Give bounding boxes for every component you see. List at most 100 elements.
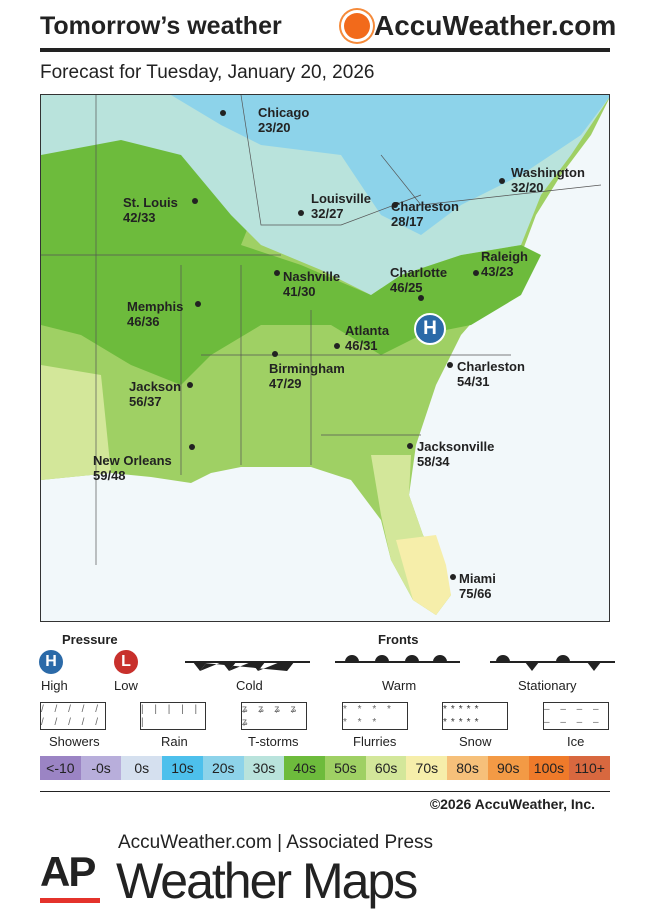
snow-label: Snow [459, 734, 492, 749]
city-name: Atlanta [345, 323, 390, 338]
city-name: Washington [511, 165, 585, 180]
city-dot [298, 210, 304, 216]
city-label: Charleston 28/17 [391, 199, 459, 229]
city-label: Nashville 41/30 [283, 269, 340, 299]
high-label: High [41, 678, 68, 693]
band-60s-west [41, 365, 111, 480]
band-70s [396, 535, 451, 615]
page-title: Tomorrow’s weather [40, 12, 282, 40]
ice-pattern-icon: – – – – – – – – [543, 702, 609, 730]
footer-credit: AccuWeather.com | Associated Press [118, 832, 434, 853]
scale-swatch: 100s [528, 756, 570, 780]
city-label: Raleigh 43/23 [481, 249, 528, 279]
pressure-title: Pressure [62, 632, 118, 647]
city-label: Memphis 46/36 [127, 299, 183, 329]
scale-swatch: 0s [121, 756, 163, 780]
city-name: Jacksonville [417, 439, 495, 454]
city-label: Charleston 54/31 [457, 359, 525, 389]
city-name: Charlotte [390, 265, 448, 280]
warm-front-icon [335, 655, 460, 663]
city-temps: 47/29 [269, 376, 302, 391]
scale-swatch: 80s [447, 756, 488, 780]
ice-label: Ice [567, 734, 585, 749]
city-label: Miami 75/66 [459, 571, 496, 601]
city-temps: 56/37 [129, 394, 162, 409]
city-temps: 32/27 [311, 206, 344, 221]
city-name: Charleston [457, 359, 525, 374]
sun-icon [344, 13, 370, 39]
scale-swatch: 10s [162, 756, 203, 780]
warm-label: Warm [382, 678, 417, 693]
showers-pattern-icon: / / / / / / / / / / [40, 702, 106, 730]
city-label: Washington 32/20 [511, 165, 585, 195]
city-dot [499, 178, 505, 184]
scale-swatch: -0s [80, 756, 122, 780]
city-temps: 58/34 [417, 454, 450, 469]
city-label: Birmingham 47/29 [269, 361, 345, 391]
city-temps: 42/33 [123, 210, 156, 225]
scale-swatch: 50s [325, 756, 366, 780]
showers-label: Showers [49, 734, 100, 749]
city-label: Louisville 32/27 [311, 191, 371, 221]
stationary-label: Stationary [518, 678, 577, 693]
copyright: ©2026 AccuWeather, Inc. [429, 796, 595, 812]
front-symbols [185, 655, 615, 671]
city-temps: 75/66 [459, 586, 492, 601]
city-name: Chicago [258, 105, 310, 120]
city-temps: 43/23 [481, 264, 514, 279]
city-name: Memphis [127, 299, 184, 314]
city-label: New Orleans 59/48 [93, 453, 172, 483]
scale-swatch: 70s [406, 756, 448, 780]
scale-swatch: 110+ [569, 756, 611, 780]
low-label: Low [114, 678, 138, 693]
flurries-pattern-icon: * * * * * * * [342, 702, 408, 730]
scale-swatch: 40s [284, 756, 326, 780]
stationary-front-icon [490, 655, 615, 671]
city-dot [418, 295, 424, 301]
city-temps: 23/20 [258, 120, 291, 135]
scale-swatch: 20s [202, 756, 244, 780]
city-temps: 46/25 [390, 280, 423, 295]
city-label: Charlotte 46/25 [390, 265, 447, 295]
temperature-bands [41, 95, 609, 621]
fronts-title: Fronts [378, 632, 419, 647]
city-temps: 41/30 [283, 284, 316, 299]
accuweather-logo: AccuWeather.com [344, 10, 616, 42]
scale-swatch: 90s [487, 756, 529, 780]
city-dot [195, 301, 201, 307]
city-dot [407, 443, 413, 449]
high-pressure-marker: H [414, 313, 446, 345]
city-dot [192, 198, 198, 204]
divider [40, 48, 610, 52]
temperature-scale: <-10 -0s 0s 10s 20s 30s 40s 50s 60s 70s 80s 90s 100s… [40, 756, 611, 780]
forecast-date: Forecast for Tuesday, January 20, 2026 [40, 62, 375, 83]
scale-swatch: 30s [243, 756, 285, 780]
city-dot [272, 351, 278, 357]
brand-text: AccuWeather.com [374, 10, 617, 41]
city-dot [189, 444, 195, 450]
scale-swatch: 60s [365, 756, 407, 780]
cold-front-icon [185, 661, 310, 671]
rain-label: Rain [161, 734, 188, 749]
scale-swatch: <-10 [40, 756, 81, 780]
city-name: Birmingham [269, 361, 345, 376]
city-dot [187, 382, 193, 388]
city-temps: 54/31 [457, 374, 490, 389]
city-dot [274, 270, 280, 276]
city-name: Nashville [283, 269, 341, 284]
city-label: Jacksonville 58/34 [417, 439, 494, 469]
rain-pattern-icon: | | | | | || | | | | | [140, 702, 206, 730]
city-dot [447, 362, 453, 368]
ap-logo-bar [40, 898, 100, 903]
city-name: Raleigh [481, 249, 528, 264]
flurries-label: Flurries [353, 734, 397, 749]
tstorms-pattern-icon: ʑ ʑ ʑ ʑ ʑʑ ʑ ʑ ʑ ʑ [241, 702, 307, 730]
city-name: St. Louis [123, 195, 178, 210]
city-temps: 59/48 [93, 468, 126, 483]
city-label: Chicago 23/20 [258, 105, 309, 135]
city-dot [334, 343, 340, 349]
city-dot [392, 202, 398, 208]
city-label: St. Louis 42/33 [123, 195, 178, 225]
city-name: New Orleans [93, 453, 172, 468]
